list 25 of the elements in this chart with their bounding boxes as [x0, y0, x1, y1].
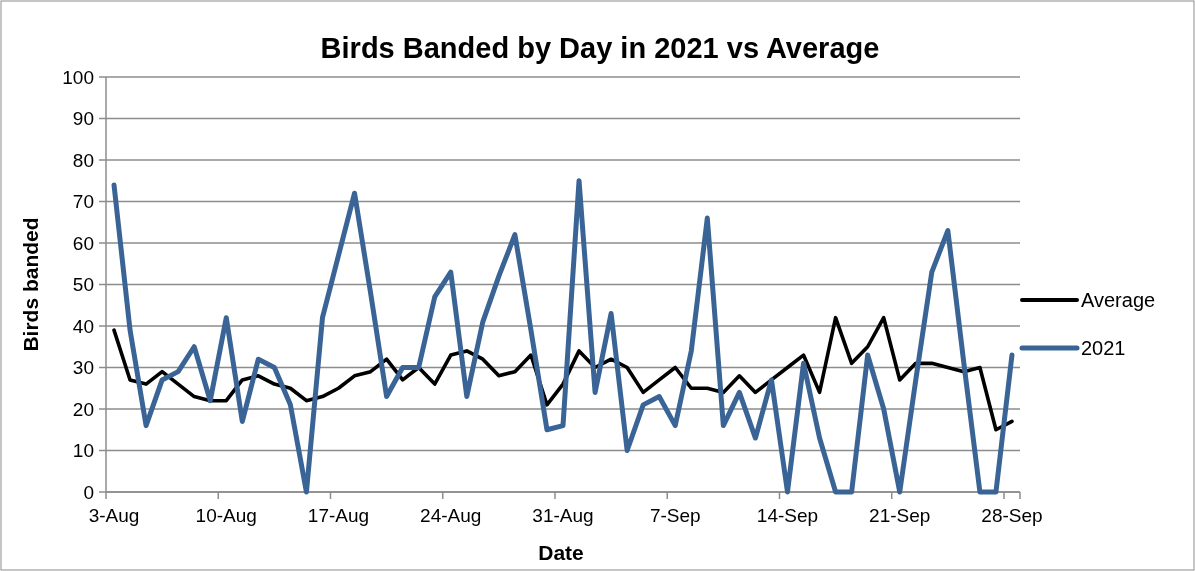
x-tick-label: 28-Sep	[981, 505, 1043, 526]
legend-label: 2021	[1081, 337, 1126, 359]
y-tick-label: 90	[72, 108, 94, 130]
y-tick-label: 20	[72, 398, 94, 420]
x-tick-label: 31-Aug	[532, 505, 594, 526]
x-tick-label: 24-Aug	[420, 505, 482, 526]
x-tick-label: 10-Aug	[195, 505, 257, 526]
x-tick-label: 21-Sep	[869, 505, 931, 526]
y-tick-label: 40	[72, 315, 94, 337]
y-tick-label: 0	[83, 481, 94, 503]
legend-label: Average	[1081, 289, 1156, 311]
y-tick-label: 80	[72, 149, 94, 171]
x-tick-label: 3-Aug	[88, 505, 140, 526]
y-tick-label: 60	[72, 232, 94, 254]
y-tick-label: 70	[72, 191, 94, 213]
x-tick-label: 14-Sep	[756, 505, 819, 526]
chart-title: Birds Banded by Day in 2021 vs Average	[320, 32, 880, 64]
y-axis-title: Birds banded	[19, 217, 42, 352]
y-tick-label: 100	[62, 66, 94, 88]
y-tick-label: 50	[72, 274, 94, 296]
x-tick-label: 7-Sep	[649, 505, 701, 526]
y-tick-label: 10	[72, 440, 94, 462]
y-tick-label: 30	[72, 357, 94, 379]
x-axis-title: Date	[538, 541, 584, 564]
x-tick-label: 17-Aug	[307, 505, 370, 526]
